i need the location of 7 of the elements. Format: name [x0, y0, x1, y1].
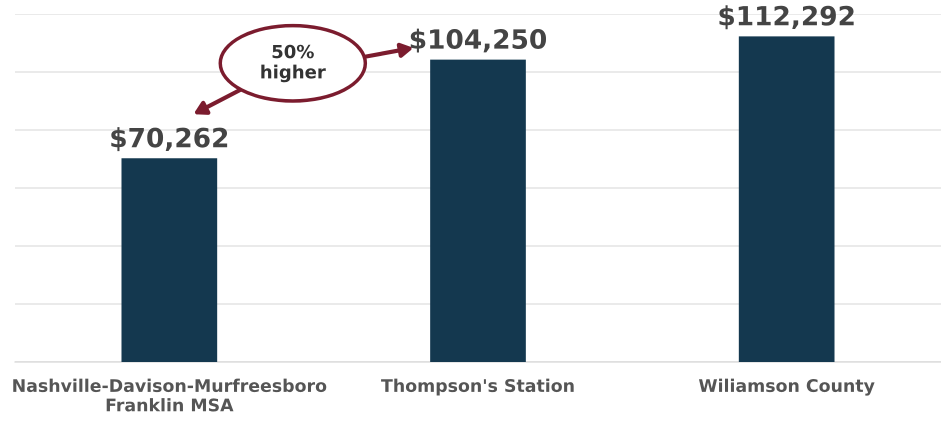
data-label: $70,262: [111, 127, 228, 152]
annotation: 50% higher: [261, 44, 326, 82]
data-label: $112,292: [719, 5, 854, 30]
x-tick-label: Thompson's Station: [381, 378, 574, 396]
x-tick-label: Nashville-Davison-Murfreesboro Franklin MSA: [13, 378, 326, 412]
data-label: $104,250: [410, 28, 546, 53]
x-tick-label: Wiliamson County: [698, 378, 875, 396]
